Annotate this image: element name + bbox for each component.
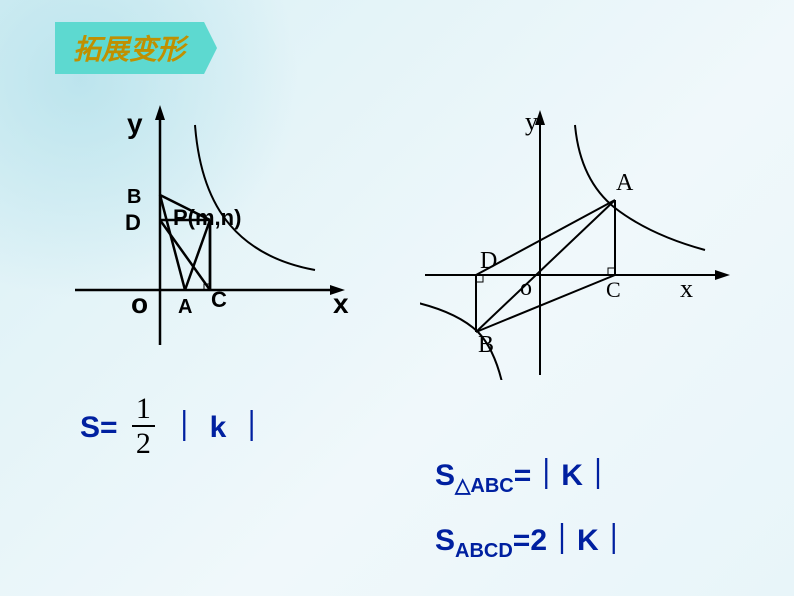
label-C-r: C	[606, 277, 621, 302]
fr1-sub: △ABC	[455, 475, 514, 497]
fr2-sub: ABCD	[455, 540, 513, 562]
fr1-bar2: ｜	[583, 450, 613, 494]
label-D-r: D	[480, 248, 497, 274]
label-B-r: B	[478, 332, 494, 358]
formula-right-2: SABCD=2｜K｜	[435, 515, 629, 563]
fr1-bar1: ｜	[531, 450, 561, 494]
label-x: x	[333, 288, 349, 319]
f-left-k: k	[210, 411, 227, 444]
fr1-S: S	[435, 459, 455, 492]
fr1-K: K	[561, 459, 583, 492]
frac-den: 2	[132, 427, 155, 460]
fraction-half: 1 2	[132, 392, 155, 460]
frac-num: 1	[132, 392, 155, 427]
left-diagram: y x o B D P(m,n) A C	[65, 95, 375, 355]
label-B: B	[127, 186, 141, 208]
right-diagram: y x o A B C D	[420, 100, 740, 380]
label-y: y	[127, 108, 143, 139]
fr2-K: K	[577, 524, 599, 557]
f-left-S: S=	[80, 411, 118, 444]
label-A-r: A	[616, 170, 634, 196]
fr2-S: S	[435, 524, 455, 557]
label-o-r: o	[520, 275, 532, 301]
formula-left: S= 1 2 ｜ k ｜	[80, 395, 267, 463]
fr2-bar1: ｜	[547, 515, 577, 559]
label-C: C	[211, 287, 227, 312]
banner-title: 拓展变形	[55, 22, 217, 74]
banner-text: 拓展变形	[73, 35, 185, 66]
fr1-eq: =	[514, 459, 532, 492]
label-x-r: x	[680, 274, 693, 303]
label-P: P(m,n)	[173, 205, 241, 230]
label-y-r: y	[525, 107, 538, 136]
label-o: o	[131, 288, 148, 319]
formula-right-1: S△ABC=｜K｜	[435, 450, 613, 498]
f-left-bar1: ｜	[169, 402, 199, 446]
label-D: D	[125, 210, 141, 235]
fr2-eq: =2	[513, 524, 547, 557]
label-A: A	[178, 296, 192, 318]
fr2-bar2: ｜	[599, 515, 629, 559]
f-left-bar2: ｜	[237, 402, 267, 446]
